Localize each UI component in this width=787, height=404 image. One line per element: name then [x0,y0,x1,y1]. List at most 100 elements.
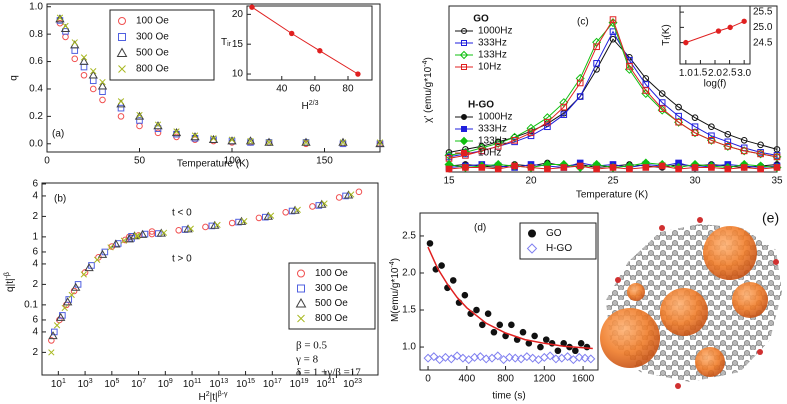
legend-marker [461,64,467,70]
x-axis-label: time (s) [492,391,525,402]
data-point [724,165,732,173]
x-tick-label-part: 3.0 [737,68,751,79]
data-point [545,351,555,361]
data-point [84,263,94,272]
data-point [580,353,590,363]
legend-marker [459,136,469,146]
data-point [593,60,600,67]
data-point [134,232,141,239]
x-tick-label: 3.0 [737,68,751,79]
x-axis-label-part: |t| [210,392,218,403]
x-tick-label-part: 5 [115,378,119,385]
legend-marker [461,28,467,34]
panel-label: (c) [577,17,589,28]
x-tick-label: 400 [458,374,475,385]
x-axis-label: Temperature (K) [177,159,249,170]
data-point [658,105,666,112]
data-point [255,214,263,222]
y-axis-label-part: ) [390,258,401,261]
sphere [703,226,757,280]
y-tick-label: 1 [32,232,38,243]
y-axis-label: M(emu/g*10-4) [389,258,401,322]
y-tick-label: 24.5 [753,37,773,48]
data-point [241,218,248,225]
data-point [262,213,269,221]
data-point [63,297,73,306]
y-tick-label: 0.4 [29,84,43,95]
data-point [89,85,97,93]
sphere [627,283,645,301]
data-point [741,18,747,24]
data-point [560,164,568,171]
data-point [715,28,722,34]
data-point [294,206,301,213]
data-point [554,347,562,355]
x-tick-label-part: 10 [290,379,302,390]
sphere [600,308,660,368]
x-tick-label: 100 [224,156,241,167]
atom [615,277,621,283]
legend-label: 10Hz [478,148,501,159]
data-point [148,228,156,235]
data-point [117,104,125,112]
legend-marker [118,65,126,73]
data-point [490,328,498,336]
x-tick-label: 15 [443,176,455,187]
x-tick-label: 1013 [209,378,228,390]
x-tick-label: 1023 [343,378,362,390]
data-point [99,88,106,96]
legend-marker [528,229,536,238]
y-tick-label: 10 [232,69,244,80]
data-point [187,225,194,232]
data-point [642,164,650,171]
y-axis-label-part: -β [4,272,11,278]
data-point [48,337,55,344]
data-point [478,147,486,155]
data-point [56,312,66,321]
x-tick-label: 1.5 [693,68,707,79]
data-point [227,136,237,145]
x-tick-label-part: 10 [343,379,355,390]
legend-label: 100 Oe [315,268,348,279]
data-point [137,229,148,238]
legend-label: GO [546,228,562,239]
data-point [675,165,682,173]
panel-label: (e) [762,210,779,226]
sphere [695,347,725,377]
data-point [444,150,454,160]
data-point [183,224,193,233]
y-tick-label: 15 [232,39,244,50]
y-axis-label-part: ir [227,41,232,48]
plot-frame [46,3,381,153]
x-tick-label: 30 [689,176,701,187]
data-point [542,113,552,123]
data-point [134,233,141,240]
x-tick-label: 20 [525,176,537,187]
data-point [508,321,515,329]
data-point [136,122,143,130]
data-point [342,192,349,200]
legend-marker [459,50,469,60]
data-point [609,16,617,23]
data-point [175,226,182,234]
y-tick-label: 2 [32,211,38,222]
x-tick-label: 1015 [236,378,255,390]
y-axis-label-part: M(emu/g*10 [390,267,401,322]
data-point [583,343,591,351]
data-point [210,220,220,229]
data-point [56,14,64,21]
data-point [429,352,439,362]
data-point [309,203,316,210]
data-point [355,71,361,77]
atom [675,383,681,389]
data-point [675,118,682,126]
data-point [544,118,551,126]
y-tick-label: 6 [32,247,38,258]
legend-frame [288,262,376,330]
y-tick-label: 20 [232,9,244,20]
data-point [210,135,217,142]
data-point [88,70,98,79]
y-tick-label: 1.0 [29,1,43,12]
